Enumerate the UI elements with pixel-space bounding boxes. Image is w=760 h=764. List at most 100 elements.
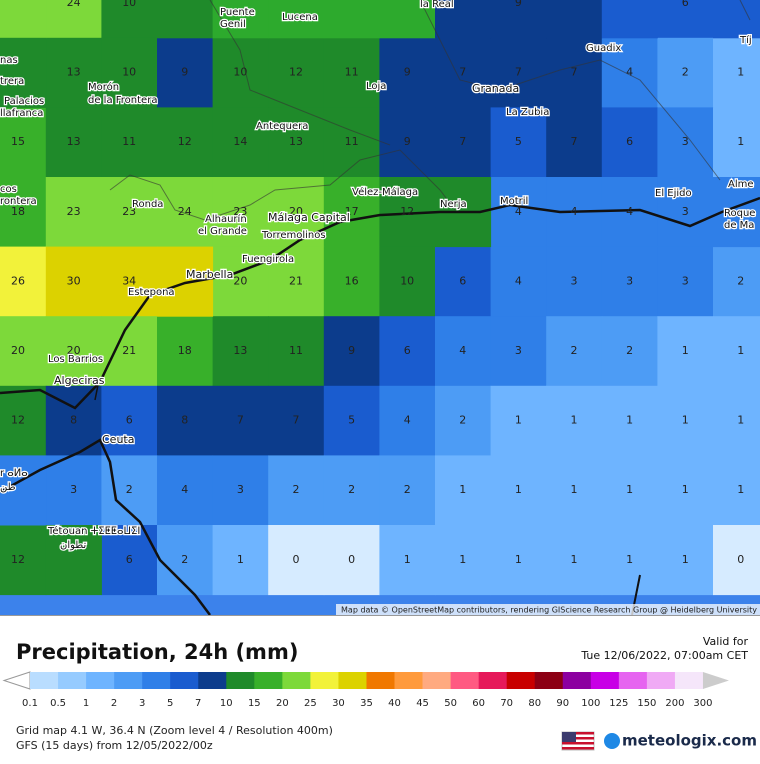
model-info: GFS (15 days) from 12/05/2022/00z — [16, 739, 213, 752]
place-label: Nerja — [440, 199, 467, 210]
grid-cell — [212, 316, 269, 387]
grid-cell — [490, 37, 547, 108]
grid-value: 12 — [11, 553, 25, 566]
scale-label: 150 — [637, 698, 656, 709]
brand[interactable]: meteologix.com — [622, 732, 757, 750]
scale-label: 0.1 — [22, 698, 38, 709]
grid-value: 9 — [404, 66, 411, 79]
grid-value: 20 — [67, 344, 81, 357]
place-label: rontera — [0, 196, 37, 207]
grid-value: 4 — [515, 274, 522, 287]
grid-value: 23 — [122, 205, 136, 218]
scale-segment — [282, 672, 311, 689]
grid-cell — [657, 107, 714, 178]
scale-label: 45 — [416, 698, 429, 709]
grid-values: 24 10 9 613 10 9 10 12 11 9 7 7 7 4 2 115 13 11 12 14 13 11 9 7… — [11, 0, 744, 566]
grid-value: 7 — [459, 135, 466, 148]
place-label: Alhaurín — [205, 213, 247, 225]
grid-cell — [490, 455, 547, 526]
grid-value: 1 — [626, 483, 633, 496]
grid-cell — [435, 107, 492, 178]
place-label: Lucena — [282, 12, 318, 23]
grid-cell — [157, 316, 214, 387]
grid-cell — [546, 525, 603, 596]
place-label: Loja — [366, 81, 386, 92]
grid-value: 3 — [682, 135, 689, 148]
grid-cell — [546, 316, 603, 387]
grid-value: 24 — [67, 0, 81, 9]
scale-label: 80 — [528, 698, 541, 709]
grid-value: 1 — [737, 344, 744, 357]
grid-value: 9 — [404, 135, 411, 148]
grid-value: 7 — [571, 135, 578, 148]
scale-label: 125 — [609, 698, 628, 709]
grid-value: 13 — [67, 135, 81, 148]
grid-cell — [713, 385, 760, 456]
grid-value: 11 — [122, 135, 136, 148]
scale-segment — [506, 672, 536, 689]
grid-cell — [0, 385, 47, 456]
grid-cell — [713, 37, 760, 108]
grid-value: 13 — [67, 66, 81, 79]
grid-value: 7 — [571, 66, 578, 79]
grid-value: 10 — [233, 66, 247, 79]
grid-cell — [657, 385, 714, 456]
grid-value: 4 — [571, 205, 578, 218]
grid-cell — [490, 246, 547, 317]
grid-value: 9 — [348, 344, 355, 357]
grid-value: 4 — [181, 483, 188, 496]
scale-label: 3 — [139, 698, 145, 709]
grid-value: 1 — [682, 344, 689, 357]
grid-value: 1 — [404, 553, 411, 566]
place-label: طن — [0, 482, 16, 493]
grid-cell — [379, 455, 436, 526]
valid-label: Valid for — [703, 635, 749, 648]
grid-cell — [657, 37, 714, 108]
grid-value: 1 — [626, 414, 633, 427]
scale-label: 70 — [500, 698, 513, 709]
place-label: cos — [0, 184, 17, 195]
grid-cell — [101, 0, 158, 39]
grid-cell — [45, 316, 102, 387]
grid-cell — [45, 455, 102, 526]
grid-value: 7 — [459, 66, 466, 79]
grid-cell — [157, 107, 214, 178]
place-label: el Grande — [198, 226, 247, 237]
scale-segment — [422, 672, 451, 689]
attribution: Map data © OpenStreetMap contributors, r… — [341, 606, 757, 615]
grid-value: 1 — [515, 414, 522, 427]
place-label: تطوان — [60, 540, 86, 551]
grid-value: 6 — [682, 0, 689, 9]
place-label: La Zubia — [506, 107, 549, 118]
grid-value: 4 — [626, 66, 633, 79]
grid-cell-filler — [713, 0, 760, 39]
grid-value: 23 — [67, 205, 81, 218]
grid-cell — [212, 107, 269, 178]
grid-cell — [45, 0, 102, 39]
grid-value: 26 — [11, 274, 25, 287]
grid-value: 1 — [682, 414, 689, 427]
place-label: nas — [0, 55, 18, 66]
us-flag — [561, 731, 595, 751]
grid-cell — [379, 246, 436, 317]
grid-value: 4 — [626, 205, 633, 218]
grid-value: 0 — [348, 553, 355, 566]
grid-cell — [45, 107, 102, 178]
grid-value: 17 — [345, 205, 359, 218]
grid-value: 3 — [237, 483, 244, 496]
place-label: Genil — [220, 19, 246, 30]
grid-cell — [379, 37, 436, 108]
grid-cell — [435, 455, 492, 526]
grid-value: 2 — [682, 66, 689, 79]
grid-cell — [323, 525, 380, 596]
place-label: de la Frontera — [88, 95, 157, 106]
scale-label: 90 — [556, 698, 569, 709]
grid-value: 3 — [571, 274, 578, 287]
scale-label: 60 — [472, 698, 485, 709]
grid-cell — [657, 246, 714, 317]
grid-cell — [379, 316, 436, 387]
grid-value: 6 — [459, 274, 466, 287]
grid-value: 12 — [400, 205, 414, 218]
scale-segment — [478, 672, 507, 689]
grid-cell — [45, 37, 102, 108]
